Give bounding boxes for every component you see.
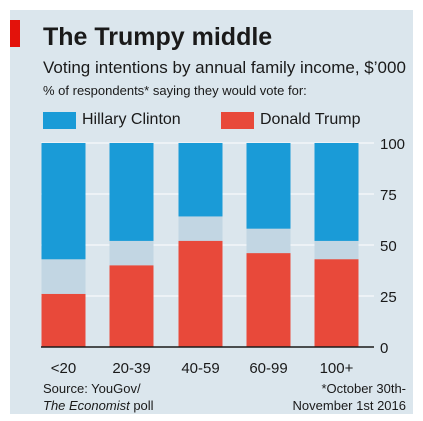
date-line-2: November 1st 2016 [292,398,406,413]
red-tag [10,20,20,47]
y-tick-label: 75 [380,187,397,204]
source-poll: poll [129,398,154,413]
chart-title: The Trumpy middle [43,23,273,51]
source-line-1: Source: YouGov/ [43,381,141,396]
x-tick-label: 100+ [320,360,354,377]
source-line-2: The Economist poll [43,397,154,414]
legend-swatch-clinton [43,111,76,129]
chart-subtitle: Voting intentions by annual family incom… [43,58,406,77]
legend-label-clinton: Hillary Clinton [82,111,181,128]
x-tick-label: 20-39 [112,360,150,377]
y-tick-label: 0 [380,340,388,357]
x-tick-label: 60-99 [249,360,287,377]
bar-clinton [246,143,291,229]
date-note: *October 30th- November 1st 2016 [293,380,406,414]
chart-note: % of respondents* saying they would vote… [43,83,307,98]
legend-item-clinton: Hillary Clinton [43,110,181,130]
bar-trump [178,240,223,347]
legend-label-trump: Donald Trump [260,111,361,128]
bar-clinton [178,143,223,217]
legend-item-trump: Donald Trump [221,110,361,130]
legend-swatch-trump [221,111,254,129]
bar-clinton [314,143,359,241]
y-tick-label: 50 [380,238,397,255]
bar-trump [109,265,154,347]
bar-trump [314,259,359,347]
y-tick-label: 25 [380,289,397,306]
source-publication: The Economist [43,398,130,413]
bar-clinton [41,143,86,260]
bar-clinton [109,143,154,241]
bar-trump [41,293,86,347]
y-tick-label: 100 [380,136,405,153]
x-tick-label: <20 [51,360,76,377]
x-tick-label: 40-59 [181,360,219,377]
chart-card: The Trumpy middle Voting intentions by a… [10,10,413,414]
date-line-1: *October 30th- [321,381,406,396]
bar-chart: <20 20-39 40-59 60-99 100+ 0 25 50 75 100 [41,136,405,377]
source-note: Source: YouGov/ The Economist poll [43,380,154,414]
bar-trump [246,253,291,347]
